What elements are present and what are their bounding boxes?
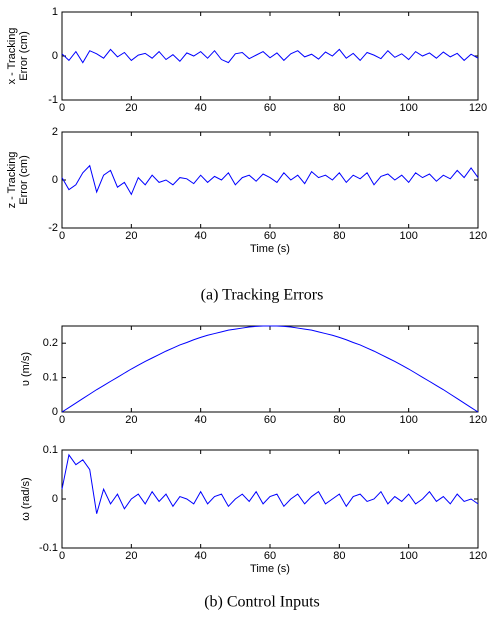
y-axis-label: x - Tracking — [6, 28, 18, 85]
y-tick-label: 1 — [52, 6, 58, 18]
x-tick-label: 40 — [195, 102, 207, 114]
x-tick-label: 120 — [469, 414, 487, 426]
data-line — [61, 164, 479, 196]
x-tick-label: 80 — [333, 414, 345, 426]
x-tick-label: 100 — [399, 414, 417, 426]
x-tick-label: 40 — [195, 230, 207, 242]
x-tick-label: 60 — [264, 102, 276, 114]
y-tick-label: 0 — [52, 50, 58, 62]
caption: (b) Control Inputs — [204, 594, 320, 611]
x-tick-label: 20 — [125, 102, 137, 114]
axes-frame — [61, 325, 479, 413]
y-tick-label: 0 — [52, 174, 58, 186]
x-tick-label: 100 — [399, 550, 417, 562]
x-tick-label: 60 — [264, 550, 276, 562]
y-axis-label: ω (rad/s) — [20, 477, 32, 520]
axes-frame — [61, 131, 479, 229]
x-tick-label: 60 — [264, 230, 276, 242]
x-tick-label: 20 — [125, 550, 137, 562]
x-tick-label: 120 — [469, 102, 487, 114]
y-tick-label: 0.1 — [43, 372, 58, 384]
y-tick-label: -0.1 — [39, 542, 58, 554]
y-axis-label: Error (cm) — [18, 31, 30, 81]
y-axis-label: Error (cm) — [18, 155, 30, 205]
x-tick-label: 60 — [264, 414, 276, 426]
data-line — [61, 325, 479, 413]
x-tick-label: 0 — [59, 550, 65, 562]
y-tick-label: 0.1 — [43, 444, 58, 456]
x-tick-label: 40 — [195, 550, 207, 562]
data-line — [61, 453, 479, 514]
y-tick-label: -2 — [48, 222, 58, 234]
y-tick-label: 0 — [52, 406, 58, 418]
x-tick-label: 80 — [333, 102, 345, 114]
x-tick-label: 0 — [59, 414, 65, 426]
y-tick-label: 0 — [52, 493, 58, 505]
x-tick-label: 20 — [125, 414, 137, 426]
x-tick-label: 20 — [125, 230, 137, 242]
x-tick-label: 120 — [469, 230, 487, 242]
x-tick-label: 80 — [333, 550, 345, 562]
y-tick-label: -1 — [48, 94, 58, 106]
axes-frame — [61, 449, 479, 549]
x-axis-label: Time (s) — [250, 243, 290, 255]
x-tick-label: 0 — [59, 102, 65, 114]
y-tick-label: 0.2 — [43, 337, 58, 349]
x-tick-label: 120 — [469, 550, 487, 562]
x-tick-label: 40 — [195, 414, 207, 426]
x-tick-label: 100 — [399, 102, 417, 114]
x-tick-label: 100 — [399, 230, 417, 242]
x-tick-label: 0 — [59, 230, 65, 242]
axes-frame — [61, 11, 479, 101]
y-axis-label: υ (m/s) — [20, 352, 32, 386]
caption: (a) Tracking Errors — [201, 287, 324, 304]
x-axis-label: Time (s) — [250, 563, 290, 575]
data-line — [61, 48, 479, 64]
y-tick-label: 2 — [52, 126, 58, 138]
x-tick-label: 80 — [333, 230, 345, 242]
y-axis-label: z - Tracking — [6, 152, 18, 209]
